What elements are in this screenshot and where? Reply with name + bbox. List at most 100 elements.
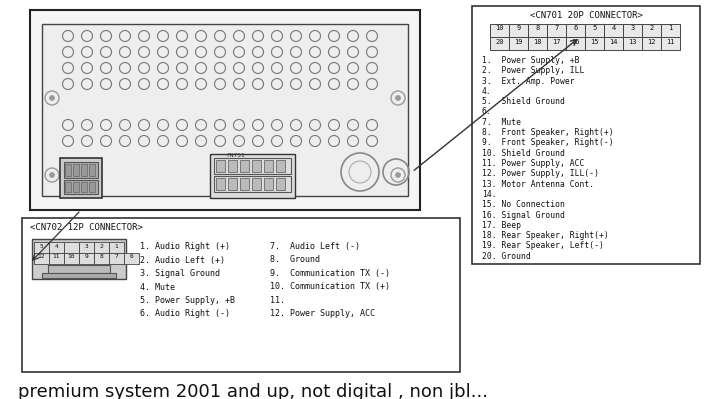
Bar [65, 164, 71, 176]
Bar [81, 182, 87, 192]
Text: 9.  Front Speaker, Right(-): 9. Front Speaker, Right(-) [482, 138, 613, 147]
Text: 17. Beep: 17. Beep [482, 221, 521, 230]
Text: 2. Audio Left (+): 2. Audio Left (+) [140, 255, 225, 265]
Text: 4: 4 [611, 26, 615, 32]
Text: 18. Rear Speaker, Right(+): 18. Rear Speaker, Right(+) [482, 231, 608, 240]
Text: 19: 19 [514, 38, 522, 45]
Text: FN751: FN751 [226, 153, 245, 158]
Bar [73, 182, 79, 192]
Bar [64, 242, 79, 253]
Text: 4: 4 [54, 243, 59, 249]
Bar [42, 273, 116, 278]
Bar [264, 178, 273, 190]
Text: 9: 9 [85, 255, 88, 259]
Text: 19. Rear Speaker, Left(-): 19. Rear Speaker, Left(-) [482, 241, 604, 251]
Bar [661, 37, 680, 50]
Bar [124, 253, 139, 264]
Bar [252, 178, 261, 190]
Bar [109, 242, 124, 253]
Text: 6: 6 [130, 255, 133, 259]
Text: 6: 6 [573, 26, 577, 32]
Text: 3: 3 [85, 243, 88, 249]
Text: 14.: 14. [482, 190, 496, 199]
Text: 10. Shield Ground: 10. Shield Ground [482, 149, 565, 158]
Bar [566, 24, 585, 37]
Text: 5.  Shield Ground: 5. Shield Ground [482, 97, 565, 106]
Text: 10: 10 [495, 26, 504, 32]
Text: 12: 12 [647, 38, 656, 45]
Bar [109, 253, 124, 264]
Bar [228, 160, 237, 172]
Text: 11: 11 [53, 255, 60, 259]
Text: 20. Ground: 20. Ground [482, 252, 531, 261]
Bar [64, 253, 79, 264]
Bar [661, 24, 680, 37]
Text: 5. Power Supply, +B: 5. Power Supply, +B [140, 296, 235, 305]
Circle shape [49, 95, 54, 101]
Bar [73, 164, 79, 176]
Text: 6. Audio Right (-): 6. Audio Right (-) [140, 310, 230, 318]
Text: 1: 1 [115, 243, 118, 249]
Bar [623, 24, 642, 37]
Text: 8: 8 [535, 26, 539, 32]
Text: 3: 3 [630, 26, 634, 32]
Bar [89, 182, 95, 192]
Bar [528, 37, 547, 50]
Bar [22, 218, 460, 372]
Bar [472, 6, 700, 264]
Bar [228, 178, 237, 190]
Text: 10. Communication TX (+): 10. Communication TX (+) [270, 282, 390, 292]
Bar [64, 180, 98, 194]
Text: 7.  Mute: 7. Mute [482, 118, 521, 127]
Text: 6.: 6. [482, 107, 492, 117]
Circle shape [396, 172, 400, 178]
Bar [240, 160, 249, 172]
Text: 7: 7 [554, 26, 558, 32]
Text: 17: 17 [552, 38, 560, 45]
Text: 16. Signal Ground: 16. Signal Ground [482, 211, 565, 219]
Text: 12: 12 [38, 255, 45, 259]
Text: 5: 5 [39, 243, 44, 249]
Text: 8.  Ground: 8. Ground [270, 255, 320, 265]
Bar [60, 158, 102, 198]
Bar [79, 242, 94, 253]
Bar [32, 239, 126, 279]
Bar [642, 37, 661, 50]
Bar [276, 178, 285, 190]
Text: 10: 10 [68, 255, 75, 259]
Text: 11. Power Supply, ACC: 11. Power Supply, ACC [482, 159, 584, 168]
Text: 2: 2 [99, 243, 104, 249]
Bar [79, 253, 94, 264]
Text: 3.  Ext. Amp. Power: 3. Ext. Amp. Power [482, 77, 575, 86]
Bar [547, 37, 566, 50]
Text: 18: 18 [533, 38, 541, 45]
Circle shape [396, 95, 400, 101]
Text: 1: 1 [668, 26, 673, 32]
Bar [509, 37, 528, 50]
Bar [240, 178, 249, 190]
Text: 2: 2 [649, 26, 654, 32]
Text: 8: 8 [99, 255, 104, 259]
Text: 7: 7 [115, 255, 118, 259]
Bar [49, 242, 64, 253]
Text: 1. Audio Right (+): 1. Audio Right (+) [140, 242, 230, 251]
Text: 13: 13 [628, 38, 637, 45]
Text: 12. Power Supply, ILL(-): 12. Power Supply, ILL(-) [482, 169, 599, 178]
Bar [490, 24, 509, 37]
Bar [490, 37, 509, 50]
Bar [94, 253, 109, 264]
Text: <CN701 20P CONNECTOR>: <CN701 20P CONNECTOR> [529, 11, 642, 20]
Text: <CN702 12P CONNECTOR>: <CN702 12P CONNECTOR> [30, 223, 143, 232]
Text: 20: 20 [495, 38, 504, 45]
Bar [509, 24, 528, 37]
Bar [214, 158, 291, 174]
Bar [30, 10, 420, 210]
Text: 11.: 11. [270, 296, 285, 305]
Text: 12. Power Supply, ACC: 12. Power Supply, ACC [270, 310, 375, 318]
Bar [528, 24, 547, 37]
Bar [64, 162, 98, 178]
Bar [585, 37, 604, 50]
Bar [604, 37, 623, 50]
Text: 15. No Connection: 15. No Connection [482, 200, 565, 209]
Bar [42, 24, 408, 196]
